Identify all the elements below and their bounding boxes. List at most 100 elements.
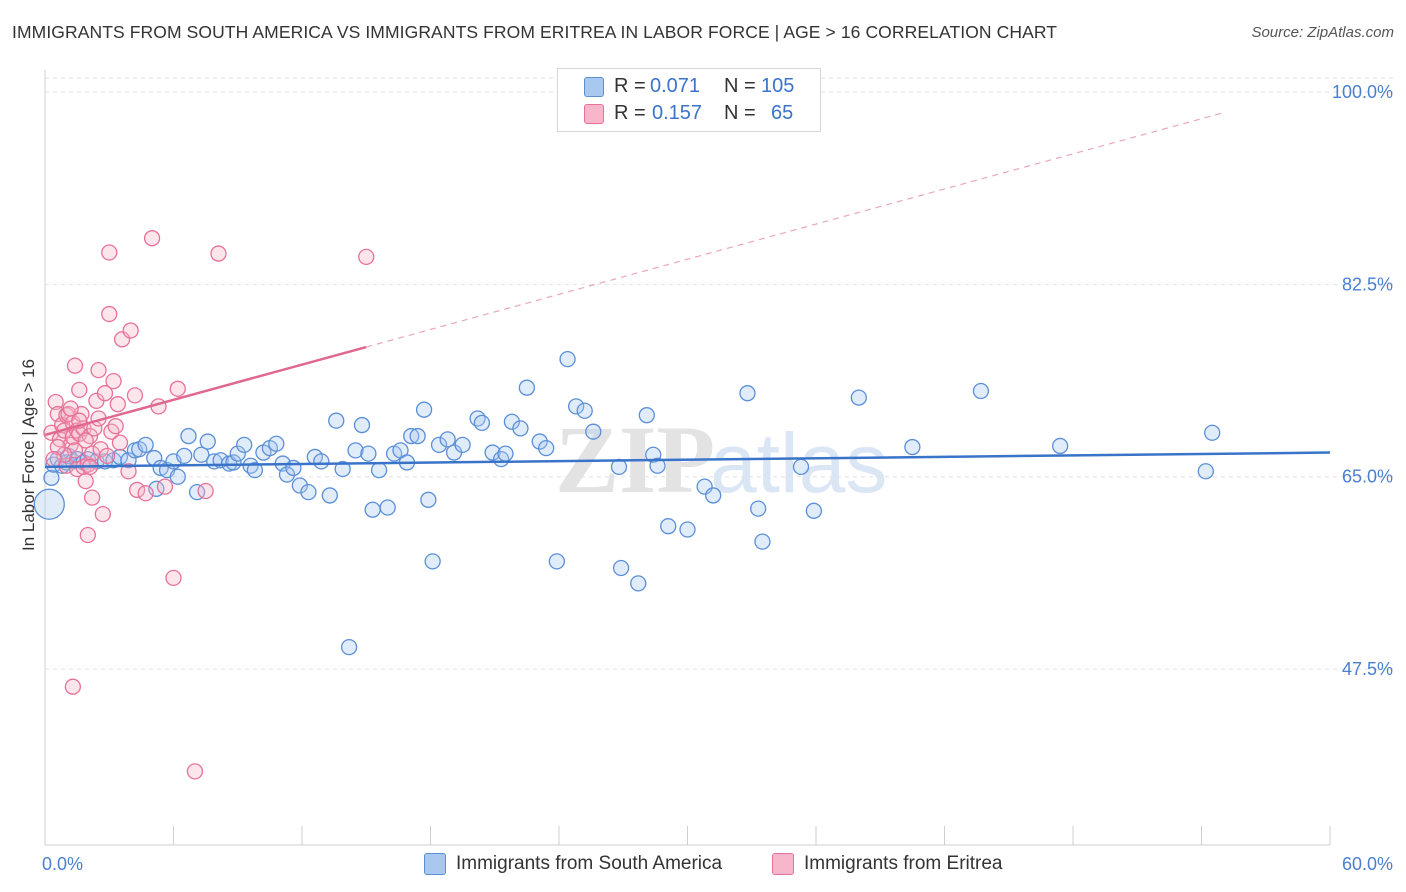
x-tick-label: 0.0% — [42, 854, 83, 874]
data-point — [548, 553, 566, 570]
data-point — [904, 438, 921, 456]
trend-line-eritrea — [44, 345, 367, 437]
y-axis-label: In Labor Force | Age > 16 — [19, 359, 38, 551]
data-point — [585, 423, 602, 440]
data-point — [358, 248, 375, 266]
legend-swatch-blue — [584, 77, 604, 97]
series-south-america-points — [33, 350, 1221, 656]
data-point — [300, 483, 317, 501]
data-point — [340, 638, 358, 656]
data-point — [370, 461, 388, 479]
y-tick-label: 100.0% — [1332, 82, 1393, 102]
legend-label: Immigrants from South America — [456, 853, 723, 874]
data-point — [850, 389, 867, 406]
data-point — [107, 418, 124, 435]
r-value: 0.157 — [652, 102, 703, 124]
data-point — [439, 431, 456, 448]
data-point — [120, 452, 137, 469]
data-point — [64, 678, 81, 695]
data-point — [137, 436, 154, 454]
data-point — [364, 501, 381, 518]
data-point — [430, 436, 448, 454]
data-point — [313, 453, 330, 470]
data-point — [512, 420, 529, 437]
data-point — [705, 487, 722, 504]
data-point — [660, 518, 677, 535]
trend-lines — [44, 112, 1331, 469]
data-point — [77, 432, 94, 449]
data-point — [531, 433, 548, 450]
data-point — [210, 245, 227, 262]
data-point — [193, 446, 210, 463]
data-point — [972, 382, 990, 400]
data-point — [128, 481, 146, 499]
data-point — [750, 500, 767, 517]
data-point — [109, 396, 126, 413]
data-point — [612, 559, 630, 577]
data-point — [409, 427, 426, 445]
y-tick-label: 47.5% — [1342, 659, 1393, 679]
data-point — [268, 435, 285, 452]
legend-label: Immigrants from Eritrea — [804, 853, 1003, 874]
data-point — [291, 477, 309, 494]
data-point — [186, 763, 204, 780]
data-point — [101, 305, 118, 323]
data-point — [101, 244, 118, 261]
y-tick-label: 82.5% — [1342, 274, 1393, 294]
data-point — [92, 441, 109, 458]
data-point — [47, 393, 64, 411]
data-point — [503, 413, 521, 430]
data-point — [71, 381, 88, 399]
data-point — [538, 440, 555, 457]
data-point — [111, 434, 129, 451]
data-point — [45, 450, 62, 468]
data-point — [79, 526, 96, 544]
data-point — [98, 447, 116, 465]
data-point — [111, 448, 129, 466]
grid-lines — [45, 77, 1395, 670]
data-point — [236, 436, 253, 454]
data-point — [105, 372, 122, 390]
chart-title: IMMIGRANTS FROM SOUTH AMERICA VS IMMIGRA… — [12, 22, 1058, 42]
data-point — [415, 401, 433, 418]
data-point — [43, 469, 60, 486]
data-point — [77, 472, 94, 490]
data-point — [567, 398, 585, 415]
data-point — [559, 350, 576, 368]
data-point — [1197, 463, 1214, 480]
data-point — [180, 427, 197, 445]
data-point — [360, 445, 377, 462]
data-point — [353, 416, 371, 434]
n-value: 65 — [771, 102, 794, 124]
data-point — [278, 466, 296, 483]
data-point — [62, 400, 79, 417]
r-label: R = — [614, 75, 646, 97]
axes — [44, 70, 1331, 846]
data-point — [739, 385, 756, 402]
n-label: N = — [724, 102, 756, 124]
data-point — [199, 433, 216, 450]
data-point — [176, 447, 193, 465]
data-point-large — [33, 488, 65, 520]
data-point — [1052, 437, 1069, 455]
data-point — [137, 485, 154, 502]
data-point — [420, 491, 437, 508]
data-point — [1204, 424, 1221, 441]
data-point — [188, 483, 206, 501]
data-point — [94, 505, 111, 523]
data-point — [792, 458, 810, 475]
data-point — [454, 436, 471, 454]
data-point — [805, 502, 823, 519]
data-point — [379, 499, 396, 516]
data-point — [156, 478, 174, 495]
data-point — [518, 379, 536, 396]
data-point — [679, 521, 696, 538]
data-point — [754, 533, 771, 550]
data-point — [96, 385, 114, 402]
data-point — [484, 444, 501, 461]
watermark-atlas: atlas — [710, 416, 887, 510]
data-point — [630, 575, 647, 592]
data-point — [285, 459, 302, 477]
data-point — [143, 230, 161, 247]
